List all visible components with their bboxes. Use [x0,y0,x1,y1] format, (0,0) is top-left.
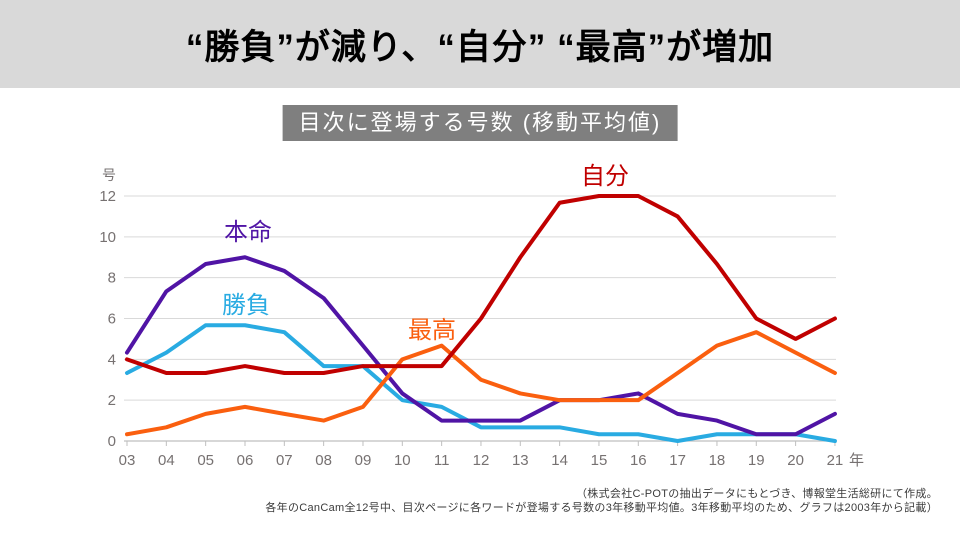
title-bar: “勝負”が減り、“自分” “最高”が増加 [0,0,960,88]
x-tick-label: 04 [158,452,175,469]
x-tick-label: 19 [748,452,765,469]
y-tick-label: 4 [108,351,116,368]
y-axis-unit-label: 号 [102,167,116,183]
x-tick-label: 09 [355,452,372,469]
chart-subtitle-badge: 目次に登場する号数 (移動平均値) [282,105,678,141]
x-tick-label: 08 [315,452,332,469]
line-honmei [125,255,837,437]
line-saikou [125,330,837,437]
x-tick-label: 06 [237,452,254,469]
x-tick-label: 12 [473,452,490,469]
x-tick-label: 14 [551,452,568,469]
y-tick-label: 6 [108,311,116,328]
line-shoubu [125,323,837,443]
line-jibun [125,194,837,376]
x-tick-label: 15 [591,452,608,469]
x-tick-label: 17 [669,452,686,469]
y-tick-label: 8 [108,270,116,287]
x-tick-label: 13 [512,452,529,469]
series-label-shoubu: 勝負 [222,292,270,319]
slide-title: “勝負”が減り、“自分” “最高”が増加 [185,27,775,67]
footnote-line-2: 各年のCanCam全12号中、目次ページに各ワードが登場する号数の3年移動平均値… [265,501,938,514]
x-tick-label: 05 [197,452,214,469]
y-tick-label: 0 [108,433,116,450]
x-tick-label: 07 [276,452,293,469]
footnote: （株式会社C-POTの抽出データにもとづき、博報堂生活総研にて作成。 各年のCa… [265,488,938,515]
series-label-jibun: 自分 [581,163,629,190]
x-tick-label: 16 [630,452,647,469]
y-tick-label: 10 [99,229,116,246]
x-axis-unit-label: 年 [849,452,864,469]
x-tick-label: 20 [787,452,804,469]
series-label-saikou: 最高 [408,317,456,344]
y-tick-label: 2 [108,392,116,409]
x-tick-label: 03 [119,452,136,469]
x-tick-label: 10 [394,452,411,469]
series-label-honmei: 本命 [224,219,272,246]
x-tick-label: 11 [434,452,450,469]
x-tick-label: 21 [827,452,844,469]
footnote-line-1: （株式会社C-POTの抽出データにもとづき、博報堂生活総研にて作成。 [576,488,938,500]
x-tick-label: 18 [709,452,726,469]
y-tick-label: 12 [99,188,116,205]
